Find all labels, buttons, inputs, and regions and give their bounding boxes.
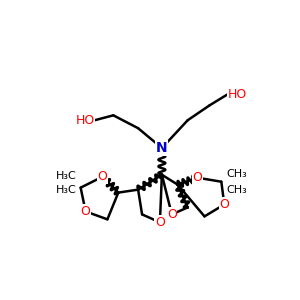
Text: O: O [193,171,202,184]
Text: CH₃: CH₃ [226,184,247,195]
Text: N: N [156,141,168,155]
Text: HO: HO [75,114,94,127]
Text: O: O [219,198,229,211]
Text: O: O [81,205,91,218]
Text: O: O [98,170,107,183]
Text: CH₃: CH₃ [226,169,247,179]
Text: HO: HO [227,88,247,101]
Text: H₃C: H₃C [56,184,77,195]
Text: O: O [167,208,177,221]
Text: O: O [155,216,165,229]
Text: H₃C: H₃C [56,171,77,181]
